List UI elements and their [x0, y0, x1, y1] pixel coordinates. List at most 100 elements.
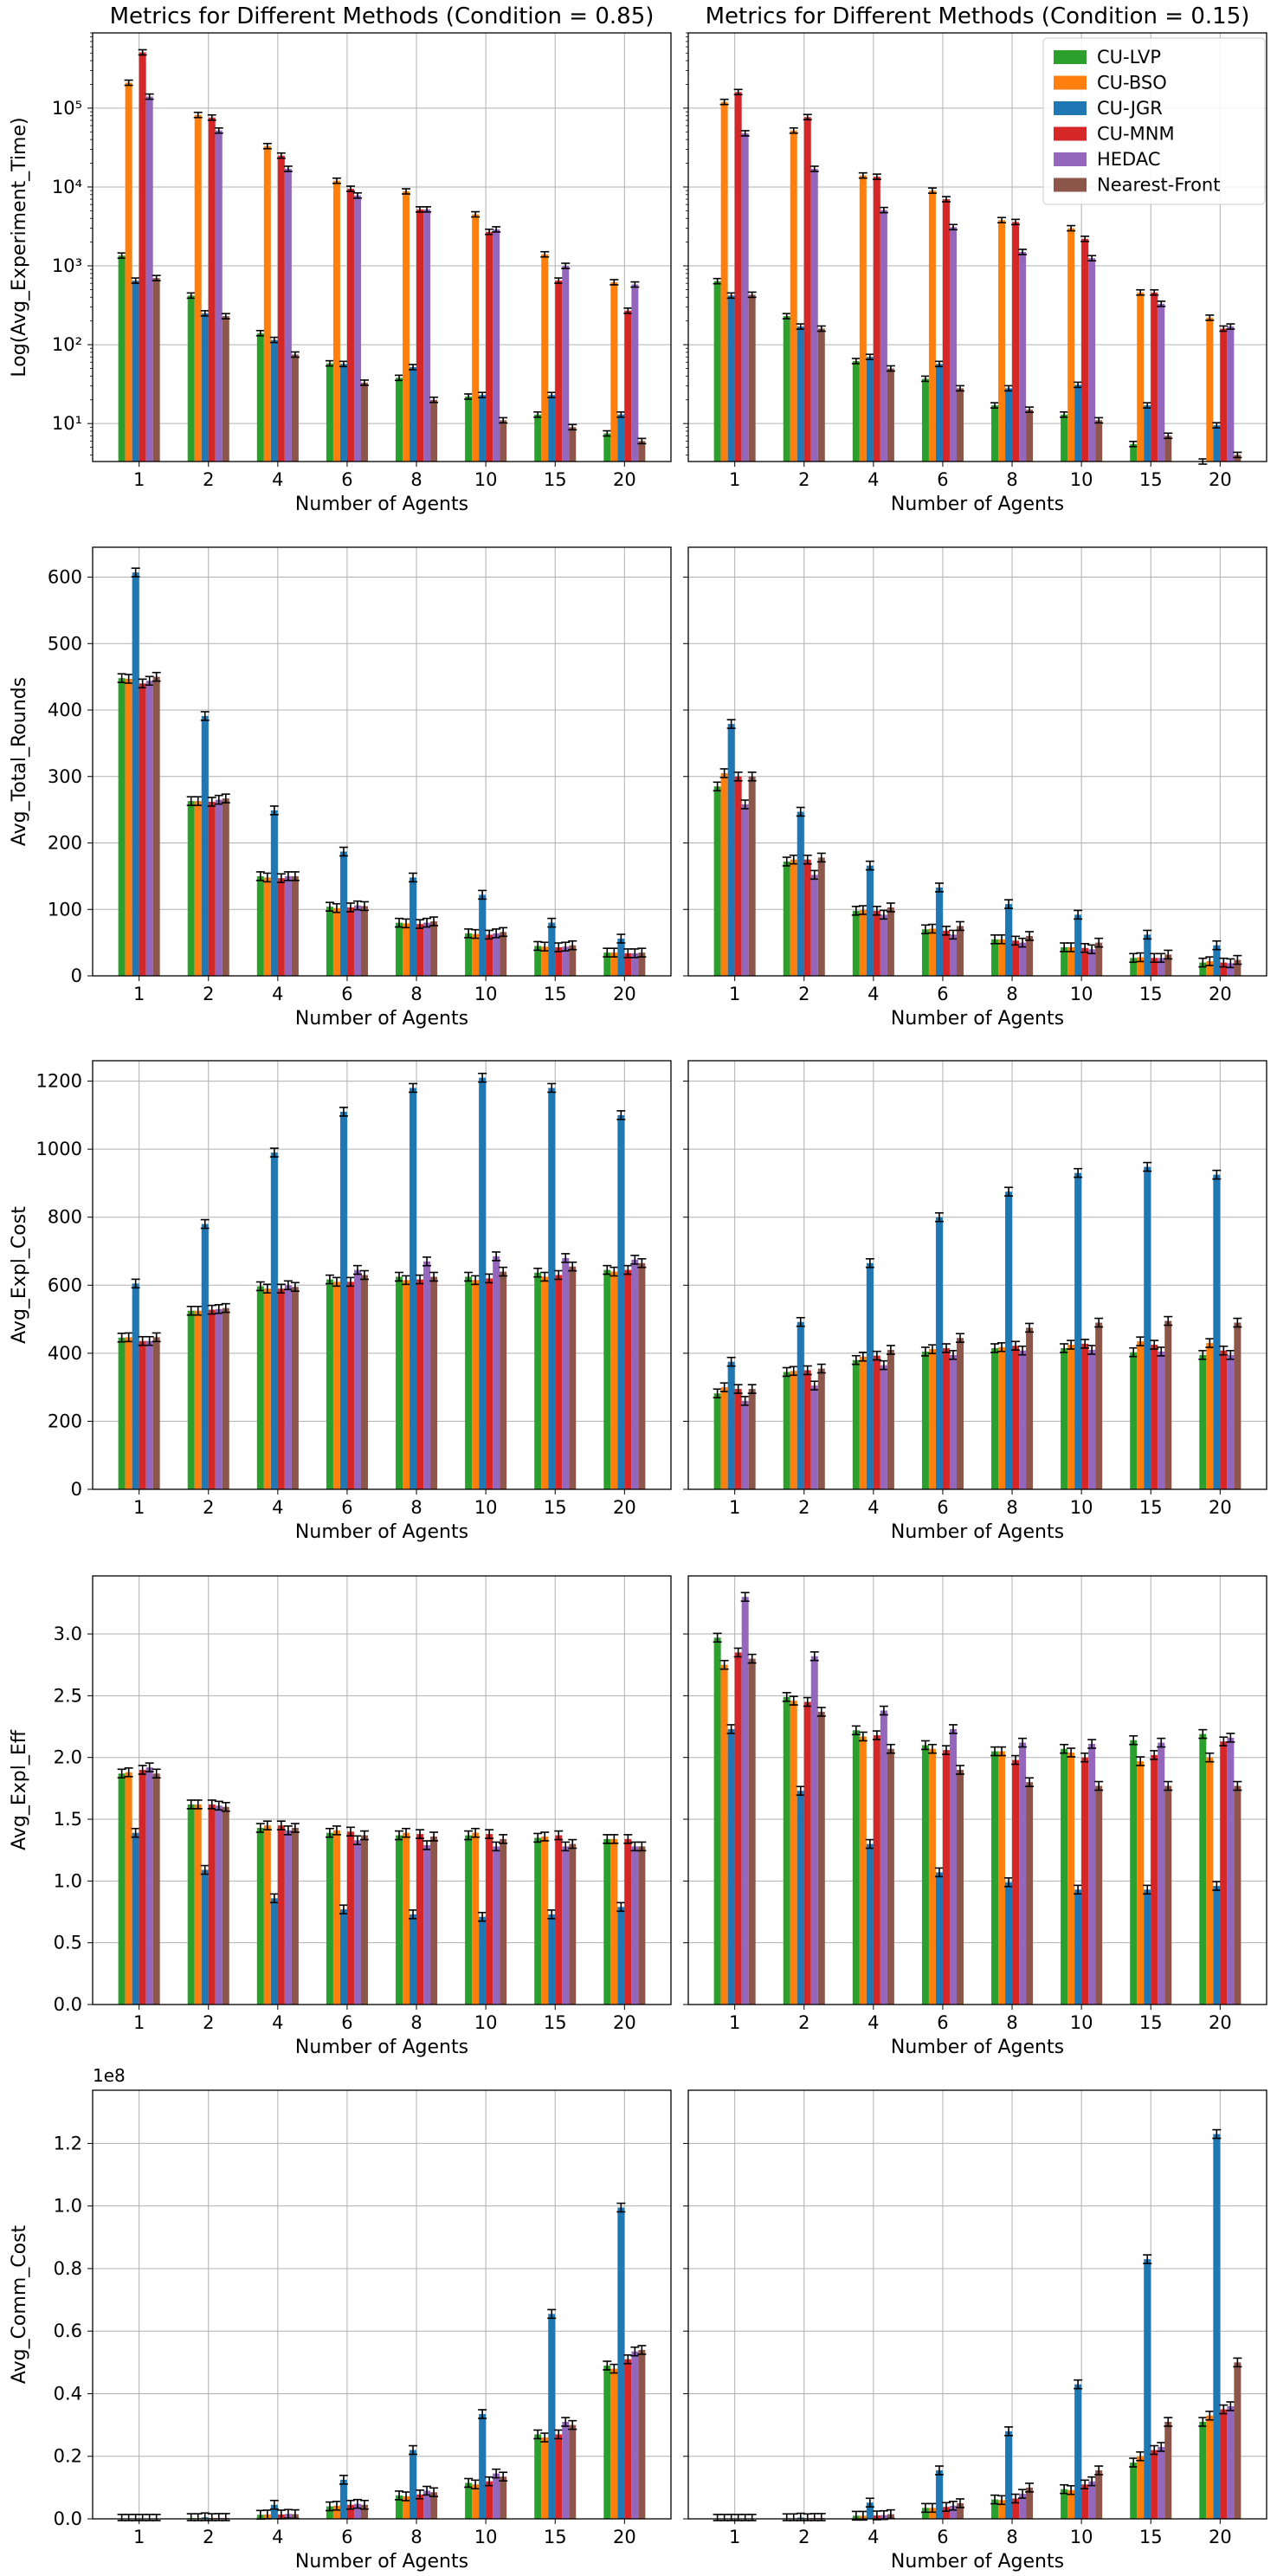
bar — [1227, 1737, 1235, 2005]
error-bar — [603, 2360, 612, 2371]
x-tick-label: 10 — [474, 469, 498, 490]
legend-label: CU-JGR — [1097, 98, 1163, 119]
bar — [603, 433, 611, 462]
series-cu-jgr — [726, 292, 1222, 462]
bar — [500, 2476, 507, 2519]
plot-area — [93, 1576, 671, 2005]
bar — [810, 875, 818, 976]
error-bar — [131, 1827, 140, 1838]
bar — [1206, 961, 1214, 976]
bar — [548, 2314, 556, 2519]
bar — [284, 1285, 292, 1489]
y-tick-label: 500 — [48, 633, 82, 654]
error-bar — [290, 1282, 300, 1293]
bar — [603, 1269, 611, 1489]
error-bar — [540, 1831, 550, 1842]
bar — [562, 2421, 570, 2519]
error-bar — [1212, 2128, 1222, 2140]
error-bar — [471, 1827, 480, 1838]
error-bar — [955, 1765, 964, 1775]
error-bar — [1018, 1345, 1028, 1356]
x-tick-label: 15 — [544, 2012, 567, 2033]
bar — [201, 1223, 209, 1489]
error-bar — [478, 1911, 487, 1922]
series-cu-bso — [719, 1659, 1215, 2005]
bar — [783, 1372, 790, 1489]
error-bar — [1212, 1881, 1222, 1891]
error-bar — [609, 947, 619, 958]
bar — [465, 396, 473, 462]
bar — [479, 1916, 487, 2005]
error-bar — [402, 918, 411, 929]
y-tick-label: 10⁴ — [52, 177, 82, 197]
series-cu-lvp — [117, 673, 612, 976]
bar — [748, 776, 756, 976]
plot-area — [93, 2090, 671, 2519]
error-bar — [623, 1834, 633, 1844]
error-bar — [1004, 2426, 1014, 2437]
error-bar — [955, 1333, 964, 1343]
error-bar — [934, 1211, 944, 1223]
x-axis-label: Number of Agents — [891, 2551, 1064, 2573]
bar — [1088, 949, 1096, 976]
axes-frame — [687, 32, 1267, 462]
x-tick-label: 6 — [937, 469, 948, 490]
bar — [741, 804, 749, 976]
x-tick-label: 20 — [613, 469, 636, 490]
bar — [720, 101, 728, 462]
bar — [803, 1370, 811, 1489]
error-bar — [1025, 1777, 1035, 1787]
bar — [277, 1288, 285, 1489]
bar — [852, 910, 860, 976]
error-bar — [948, 1724, 958, 1734]
bar — [1005, 1191, 1013, 1489]
error-bar — [997, 934, 1007, 945]
bar — [534, 2434, 542, 2519]
error-bar — [345, 902, 355, 913]
error-bar — [395, 1271, 404, 1282]
bar — [416, 2494, 424, 2519]
bar — [866, 865, 874, 976]
error-bar — [637, 1841, 647, 1852]
bar — [139, 1340, 146, 1489]
bar — [1005, 388, 1013, 462]
error-bar — [816, 1707, 826, 1717]
bar — [1206, 2415, 1214, 2519]
x-tick-label: 15 — [1139, 469, 1163, 490]
error-bar — [1233, 2357, 1242, 2368]
bar — [638, 952, 646, 976]
error-bar — [561, 1841, 571, 1852]
axes-frame — [687, 2089, 1267, 2520]
x-tick-label: 2 — [798, 469, 809, 490]
error-bar — [851, 1354, 861, 1365]
error-bar — [740, 1396, 750, 1406]
error-bar — [1087, 944, 1097, 955]
legend-label: CU-LVP — [1097, 47, 1161, 68]
error-bar — [485, 1829, 494, 1839]
legend-label: HEDAC — [1097, 149, 1161, 170]
error-bar — [1157, 1346, 1166, 1357]
bar — [1019, 942, 1027, 976]
bar — [1151, 958, 1158, 976]
error-bar — [290, 871, 300, 881]
series-cu-lvp — [713, 1632, 1208, 2005]
bar — [1151, 1754, 1158, 2005]
error-bar — [1219, 1736, 1229, 1746]
bar — [638, 2349, 646, 2519]
error-bar — [332, 1825, 341, 1836]
bar — [921, 1745, 929, 2005]
error-bar — [997, 1746, 1007, 1757]
bar — [1144, 2259, 1151, 2519]
legend-label: CU-MNM — [1097, 124, 1175, 145]
x-axis-label: Number of Agents — [295, 1008, 468, 1030]
bar — [928, 2508, 936, 2519]
bar — [465, 2482, 473, 2519]
error-bar — [429, 1271, 439, 1282]
error-bar — [1136, 952, 1145, 963]
bar — [859, 175, 867, 462]
bar — [534, 1272, 542, 1489]
bar — [1137, 2456, 1145, 2519]
x-tick-label: 4 — [272, 2527, 283, 2547]
bar — [624, 1838, 632, 2005]
error-bar — [193, 111, 203, 119]
